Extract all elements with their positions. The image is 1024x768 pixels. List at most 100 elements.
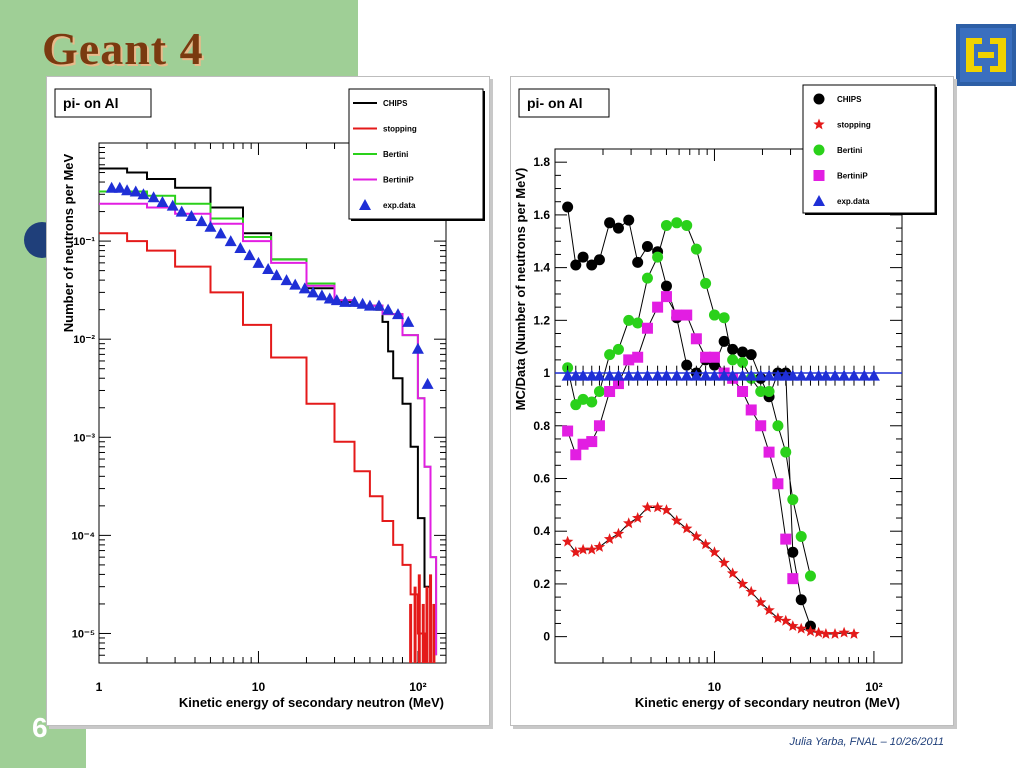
data-point-exp-data (622, 369, 635, 381)
title-box (518, 88, 610, 118)
data-point-exp-data (147, 191, 160, 203)
data-point-exp-data (763, 369, 776, 381)
y-tick-label: 10⁻³ (73, 432, 95, 444)
legend-label-chips: CHIPS (383, 99, 408, 108)
series-line-bertini (99, 190, 438, 656)
legend-label-stopping: stopping (383, 125, 417, 134)
data-point-exp-data (867, 369, 880, 381)
data-point-bertinip (780, 533, 792, 545)
data-point-stopping (671, 514, 683, 526)
data-point-chips (593, 254, 605, 266)
legend-label-bertinip: BertiniP (383, 176, 414, 185)
data-point-exp-data (270, 269, 283, 281)
series-stopping (99, 232, 436, 663)
data-point-exp-data (121, 184, 134, 196)
legend-marker-exp-data (813, 195, 825, 206)
data-point-chips (612, 222, 624, 234)
data-point-bertinip (632, 351, 644, 363)
y-tick-label: 0.4 (533, 524, 550, 538)
y-tick-label: 0.2 (533, 577, 550, 591)
series-bertini (562, 217, 816, 582)
data-point-chips (586, 259, 598, 271)
data-point-bertini (708, 309, 720, 321)
data-point-bertinip (586, 436, 598, 448)
data-point-exp-data (348, 295, 361, 307)
data-point-stopping (736, 577, 749, 589)
data-point-exp-data (631, 369, 644, 381)
data-point-bertini (763, 386, 775, 398)
data-point-bertinip (660, 291, 672, 303)
data-point-bertinip (577, 438, 589, 450)
series-stopping (561, 501, 860, 639)
data-point-bertini (632, 317, 644, 329)
data-point-exp-data (243, 249, 256, 261)
data-point-chips (623, 214, 635, 226)
y-axis-label: Number of neutrons per MeV (61, 153, 76, 332)
data-point-exp-data (670, 369, 683, 381)
series-bertini (99, 190, 438, 656)
series-bertinip (99, 202, 438, 656)
data-point-bertini (671, 217, 683, 229)
data-point-bertini (737, 357, 749, 369)
data-point-bertini (787, 494, 799, 506)
data-point-exp-data (298, 282, 311, 294)
series-chips (562, 201, 816, 632)
data-point-bertini (755, 386, 767, 398)
data-point-exp-data (391, 308, 404, 320)
data-point-chips (562, 201, 574, 213)
data-point-exp-data (819, 369, 832, 381)
data-point-bertinip (562, 425, 574, 437)
data-point-exp-data (402, 315, 415, 327)
y-tick-label: 10⁻⁵ (72, 628, 95, 640)
data-point-stopping (651, 501, 664, 513)
data-point-exp-data (651, 369, 664, 381)
data-point-bertini (727, 354, 739, 366)
data-point-exp-data (804, 369, 817, 381)
data-point-exp-data (603, 369, 616, 381)
data-point-bertinip (745, 404, 757, 416)
x-tick-label: 10 (252, 680, 266, 694)
data-point-bertinip (570, 449, 582, 461)
data-point-exp-data (771, 369, 784, 381)
data-point-exp-data (745, 369, 758, 381)
data-point-exp-data (593, 369, 606, 381)
data-point-stopping (570, 546, 582, 558)
data-point-exp-data (214, 227, 227, 239)
data-point-exp-data (356, 297, 369, 309)
data-point-exp-data (660, 369, 673, 381)
data-point-exp-data (690, 369, 703, 381)
data-point-exp-data (372, 299, 385, 311)
data-point-stopping (708, 546, 721, 558)
data-point-exp-data (828, 369, 841, 381)
y-axis-label: MC/Data (Number of neutrons per MeV) (513, 168, 528, 411)
series-line-chips (567, 206, 811, 627)
data-point-bertini (795, 530, 807, 542)
x-tick-label: 10 (708, 680, 722, 694)
data-point-stopping (623, 517, 635, 529)
footer-credit: Julia Yarba, FNAL – 10/26/2011 (789, 736, 944, 748)
data-point-bertini (586, 396, 598, 408)
data-point-stopping (690, 530, 703, 542)
x-tick-label: 1 (96, 680, 103, 694)
legend-marker-chips (813, 93, 825, 105)
data-point-chips (570, 259, 582, 271)
legend-label-stopping: stopping (837, 121, 871, 130)
legend-box (802, 84, 936, 214)
data-point-stopping (660, 504, 673, 515)
data-point-stopping (820, 628, 832, 639)
x-tick-label: 10² (409, 680, 426, 694)
data-point-stopping (795, 622, 807, 634)
data-point-bertini (681, 219, 693, 231)
legend-marker-bertini (813, 144, 825, 156)
data-point-bertinip (763, 446, 775, 458)
data-point-exp-data (795, 369, 808, 381)
data-point-stopping (829, 628, 841, 639)
data-point-stopping (745, 585, 757, 597)
y-tick-label: 0.8 (533, 419, 550, 433)
series-line-bertini (567, 222, 811, 577)
y-tick-label: 10⁻¹ (73, 236, 95, 248)
legend-label-bertini: Bertini (383, 150, 408, 159)
data-point-exp-data (726, 369, 739, 381)
data-point-stopping (812, 626, 825, 638)
plot-frame (554, 148, 903, 664)
